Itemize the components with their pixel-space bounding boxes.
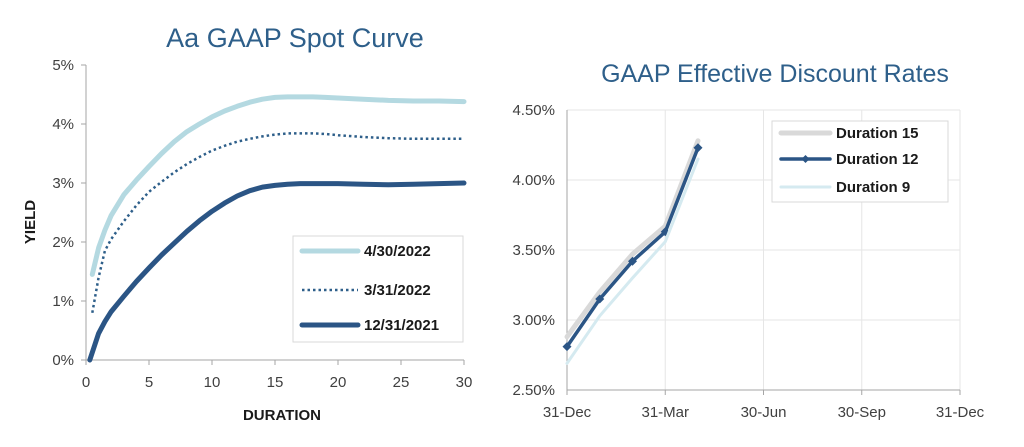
spot-curve-y-tick-label: 4% xyxy=(52,116,74,133)
legend-marker-duration-12 xyxy=(801,155,810,163)
spot-curve-y-tick-label: 1% xyxy=(52,293,74,310)
discount-rates-chart: GAAP Effective Discount Rates 2.50% 3.00%… xyxy=(512,60,984,421)
spot-curve-legend: 4/30/2022 3/31/2022 12/31/2021 xyxy=(292,235,464,343)
spot-curve-x-tick-label: 25 xyxy=(393,374,410,391)
spot-curve-x-tick-label: 15 xyxy=(267,374,284,391)
spot-curve-chart: Aa GAAP Spot Curve YIELD DURATION 0% 1% 2%… xyxy=(22,23,472,424)
spot-curve-x-tick-label: 10 xyxy=(204,374,221,391)
discount-rates-series xyxy=(562,138,703,365)
spot-curve-x-label: DURATION xyxy=(243,407,321,424)
discount-rates-x-tick-label: 30-Jun xyxy=(741,404,787,421)
series-line-duration-12 xyxy=(565,146,700,349)
spot-curve-y-tick-label: 2% xyxy=(52,234,74,251)
legend-label-duration-12: Duration 12 xyxy=(836,151,919,168)
discount-rates-y-tick-label: 3.00% xyxy=(512,312,555,329)
discount-rates-y-tick-label: 3.50% xyxy=(512,242,555,259)
spot-curve-x-tick-label: 0 xyxy=(82,374,90,391)
discount-rates-x-tick-label: 30-Sep xyxy=(838,404,886,421)
spot-curve-x-tick-label: 30 xyxy=(456,374,473,391)
legend-label-duration-15: Duration 15 xyxy=(836,125,919,142)
data-point-duration-12 xyxy=(562,342,572,352)
spot-curve-x-tick-label: 5 xyxy=(145,374,153,391)
spot-curve-title: Aa GAAP Spot Curve xyxy=(166,23,424,53)
legend-label-3-31-2022: 3/31/2022 xyxy=(364,282,431,299)
spot-curve-y-label: YIELD xyxy=(22,200,39,244)
discount-rates-x-tick-label: 31-Dec xyxy=(936,404,985,421)
data-point-duration-12 xyxy=(693,143,703,153)
discount-rates-axes: 2.50% 3.00% 3.50% 4.00% 4.50% 31-Dec 31-Mar 30-… xyxy=(512,102,984,421)
data-point-duration-12 xyxy=(595,294,605,304)
discount-rates-legend: Duration 15 Duration 12 Duration 9 xyxy=(771,120,949,203)
spot-curve-x-tick-label: 20 xyxy=(330,374,347,391)
legend-label-4-30-2022: 4/30/2022 xyxy=(364,243,431,260)
discount-rates-title: GAAP Effective Discount Rates xyxy=(601,60,949,88)
discount-rates-x-tick-label: 31-Mar xyxy=(641,404,689,421)
discount-rates-x-tick-label: 31-Dec xyxy=(543,404,592,421)
data-point-duration-12 xyxy=(628,256,637,266)
discount-rates-y-tick-label: 4.00% xyxy=(512,172,555,189)
spot-curve-y-tick-label: 0% xyxy=(52,352,74,369)
series-line-12-31-2021 xyxy=(87,180,467,363)
spot-curve-axes: 0% 1% 2% 3% 4% 5% 0 5 10 15 20 25 30 xyxy=(52,57,472,391)
spot-curve-y-tick-label: 5% xyxy=(52,57,74,74)
series-line-duration-9 xyxy=(565,157,700,365)
series-line-duration-15 xyxy=(564,138,701,340)
series-line-3-31-2022 xyxy=(91,132,464,314)
discount-rates-y-tick-label: 2.50% xyxy=(512,382,555,399)
legend-label-12-31-2021: 12/31/2021 xyxy=(364,317,439,334)
spot-curve-series xyxy=(87,94,467,363)
series-line-4-30-2022 xyxy=(89,94,467,277)
discount-rates-y-tick-label: 4.50% xyxy=(512,102,555,119)
spot-curve-y-tick-label: 3% xyxy=(52,175,74,192)
legend-label-duration-9: Duration 9 xyxy=(836,179,910,196)
